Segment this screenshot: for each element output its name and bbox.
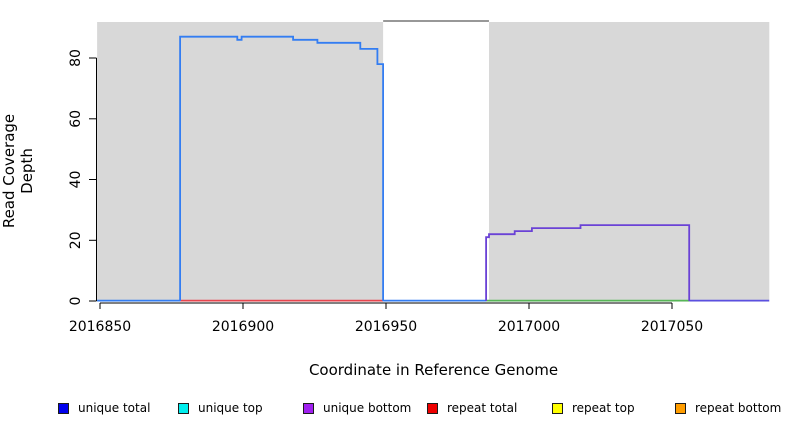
y-tick-label: 20 <box>68 231 84 249</box>
x-tick-label: 2017050 <box>641 319 703 335</box>
x-tick-label: 2016950 <box>355 319 417 335</box>
x-tick-label: 2016850 <box>69 319 131 335</box>
x-tick-label: 2016900 <box>212 319 274 335</box>
series-unique-total <box>179 35 385 301</box>
shaded-region-right <box>489 22 770 302</box>
y-tick-label: 80 <box>68 49 84 67</box>
shaded-region-left <box>97 22 384 302</box>
y-tick-label: 40 <box>68 171 84 189</box>
series-unique-bottom <box>485 224 691 301</box>
y-axis-title: Read Coverage Depth <box>0 113 36 229</box>
x-axis-title: Coordinate in Reference Genome <box>308 361 559 379</box>
y-tick-label: 0 <box>68 297 84 306</box>
x-tick-label: 2017000 <box>498 319 560 335</box>
y-tick-label: 60 <box>68 110 84 128</box>
